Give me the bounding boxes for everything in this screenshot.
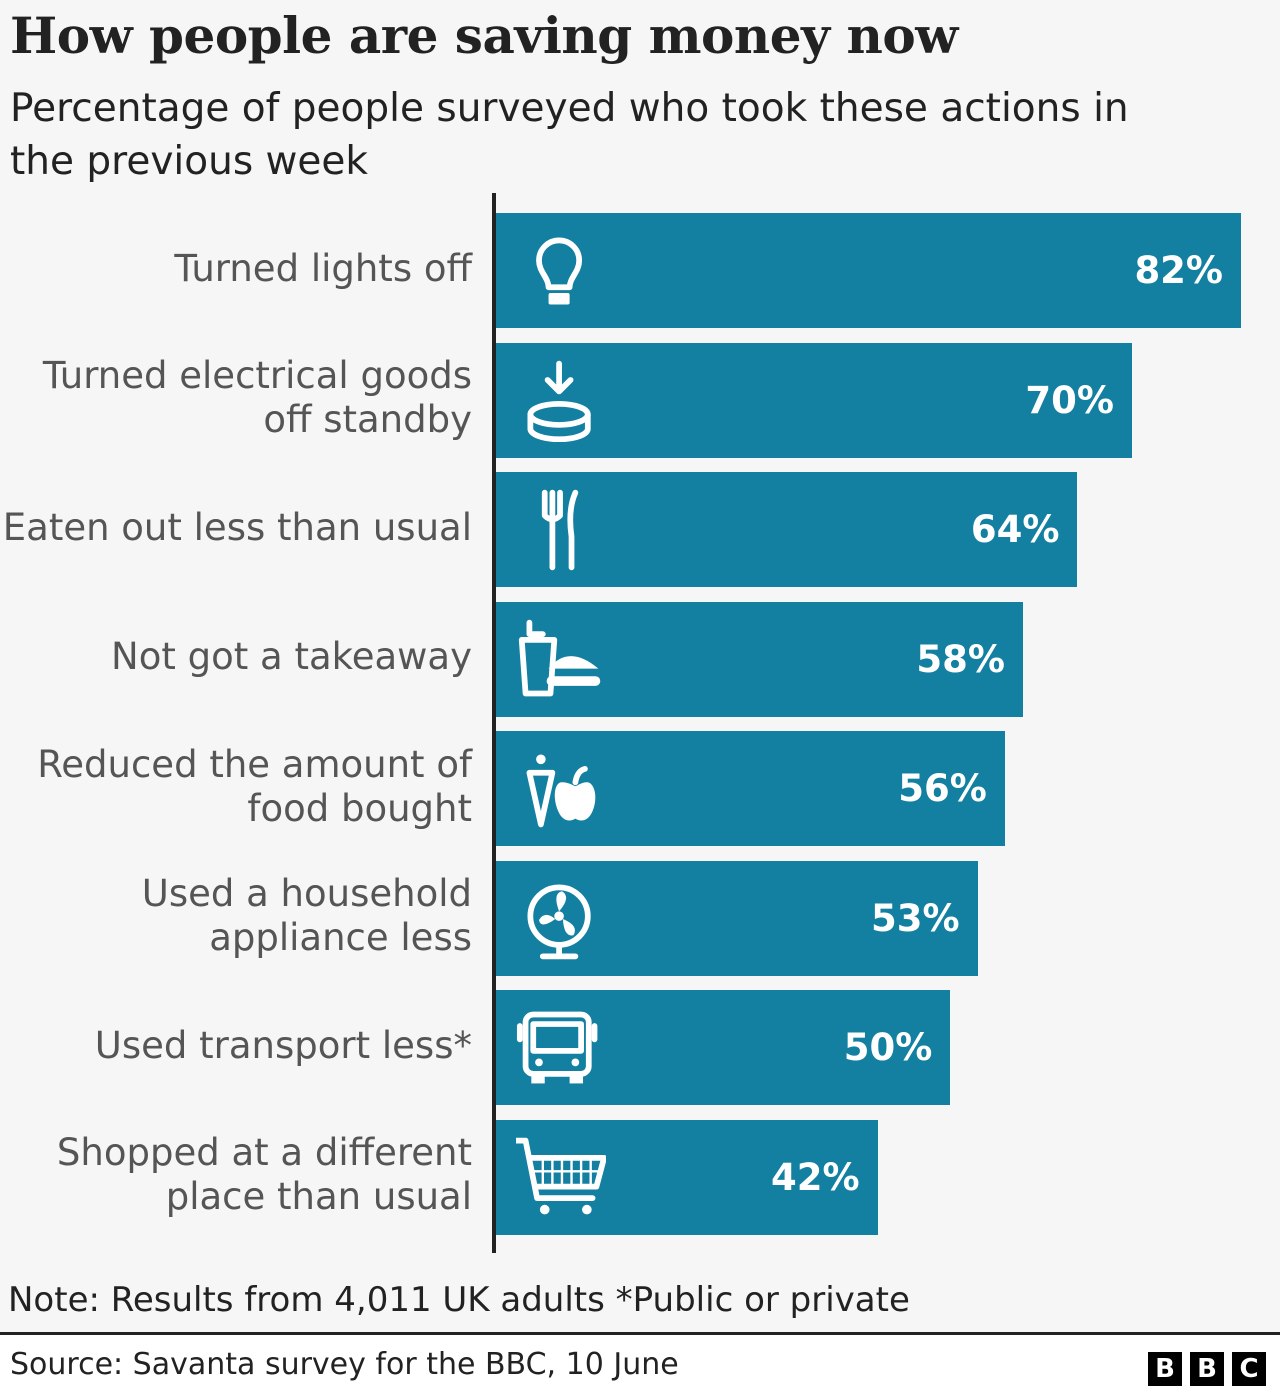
cutlery-icon <box>541 489 579 571</box>
logo-letter: C <box>1232 1352 1266 1386</box>
data-label: 50% <box>843 1026 933 1069</box>
lightbulb-icon <box>536 237 583 305</box>
bar: 56% <box>496 731 1005 846</box>
bar: 53% <box>496 860 978 976</box>
data-label: 82% <box>1134 249 1223 292</box>
chart-title: How people are saving money now <box>10 6 958 65</box>
bar: 50% <box>496 990 951 1105</box>
bar: 82% <box>496 213 1241 328</box>
carrot-apple-icon <box>526 754 596 828</box>
data-label: 70% <box>1025 378 1114 422</box>
source-text: Source: Savanta survey for the BBC, 10 J… <box>10 1347 679 1382</box>
standby-plug-icon <box>527 360 591 442</box>
data-label: 64% <box>970 508 1060 551</box>
category-label: Reduced the amount of food bought <box>37 742 472 830</box>
footer: Source: Savanta survey for the BBC, 10 J… <box>0 1332 1280 1395</box>
chart-subtitle: Percentage of people surveyed who took t… <box>10 86 1129 184</box>
data-label: 53% <box>870 896 960 940</box>
fan-icon <box>527 884 591 959</box>
category-label: Used transport less* <box>94 1023 472 1067</box>
bus-icon <box>516 1011 598 1084</box>
data-label: 58% <box>916 637 1005 681</box>
data-label: 42% <box>771 1155 860 1199</box>
bbc-logo: B B C <box>1148 1352 1266 1386</box>
logo-letter: B <box>1190 1352 1224 1386</box>
category-label: Shopped at a different place than usual <box>56 1131 472 1218</box>
category-label: Used a household appliance less <box>141 872 472 959</box>
category-label: Turned electrical goods off standby <box>42 354 472 441</box>
takeaway-icon <box>518 619 601 696</box>
category-label: Turned lights off <box>174 246 472 290</box>
bar: 58% <box>496 601 1023 717</box>
bar: 70% <box>496 342 1132 458</box>
shopping-cart-icon <box>516 1137 606 1214</box>
category-label: Not got a takeaway <box>111 635 472 678</box>
data-label: 56% <box>898 767 987 810</box>
chart-note: Note: Results from 4,011 UK adults *Publ… <box>8 1280 910 1320</box>
y-axis-line <box>492 193 496 1253</box>
bar: 64% <box>496 472 1078 587</box>
category-label: Eaten out less than usual <box>2 505 472 549</box>
logo-letter: B <box>1148 1352 1182 1386</box>
bar: 42% <box>496 1119 878 1235</box>
